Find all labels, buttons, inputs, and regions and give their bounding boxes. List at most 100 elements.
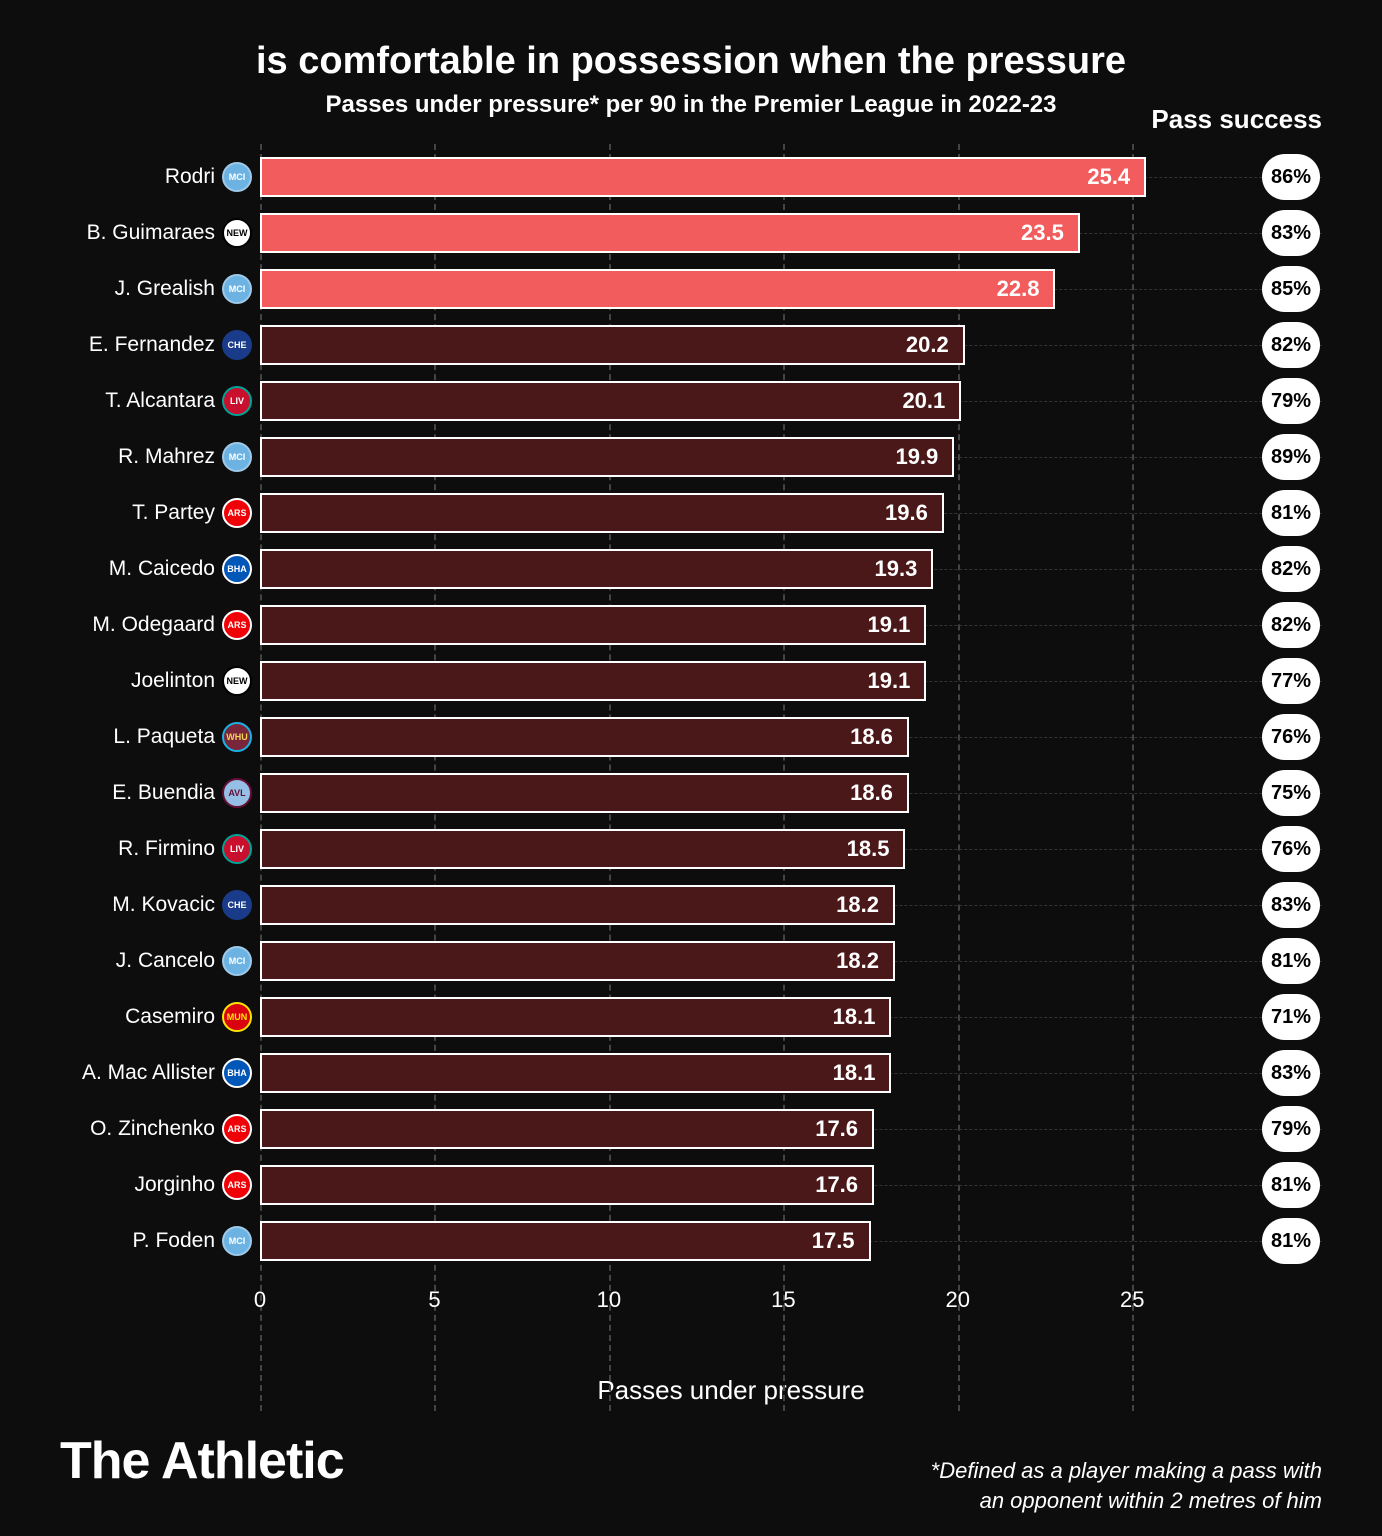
x-tick: 5	[428, 1287, 440, 1313]
bar-row: E. FernandezCHE20.282%	[260, 317, 1202, 373]
player-name: O. Zinchenko	[50, 1117, 215, 1141]
bar: 23.5	[260, 213, 1080, 253]
bar: 18.2	[260, 885, 895, 925]
bar-row: CasemiroMUN18.171%	[260, 989, 1202, 1045]
bar: 17.6	[260, 1165, 874, 1205]
pass-success-pill: 89%	[1262, 434, 1320, 480]
player-name: Joelinton	[50, 669, 215, 693]
team-badge-icon: BHA	[222, 554, 252, 584]
player-name: T. Alcantara	[50, 389, 215, 413]
bar-value: 17.6	[815, 1116, 858, 1142]
player-name: Casemiro	[50, 1005, 215, 1029]
team-badge-icon: CHE	[222, 890, 252, 920]
team-badge-icon: AVL	[222, 778, 252, 808]
team-badge-icon: MCI	[222, 274, 252, 304]
player-name: E. Fernandez	[50, 333, 215, 357]
player-name: L. Paqueta	[50, 725, 215, 749]
bar-row: M. CaicedoBHA19.382%	[260, 541, 1202, 597]
bar-value: 18.2	[836, 948, 879, 974]
pass-success-pill: 82%	[1262, 546, 1320, 592]
chart-area: Pass success RodriMCI25.486%B. Guimaraes…	[260, 149, 1202, 1406]
player-name: Jorginho	[50, 1173, 215, 1197]
bar-rows: RodriMCI25.486%B. GuimaraesNEW23.583%J. …	[260, 149, 1202, 1269]
bar: 18.1	[260, 997, 891, 1037]
brand-logo: The Athletic	[60, 1431, 344, 1491]
player-name: M. Caicedo	[50, 557, 215, 581]
chart-subtitle: Passes under pressure* per 90 in the Pre…	[60, 91, 1322, 119]
bar: 19.6	[260, 493, 944, 533]
bar-row: J. GrealishMCI22.885%	[260, 261, 1202, 317]
bar-row: T. AlcantaraLIV20.179%	[260, 373, 1202, 429]
pass-success-pill: 79%	[1262, 378, 1320, 424]
pass-success-pill: 83%	[1262, 1050, 1320, 1096]
player-name: A. Mac Allister	[50, 1061, 215, 1085]
bar-row: J. CanceloMCI18.281%	[260, 933, 1202, 989]
bar: 18.6	[260, 717, 909, 757]
player-name: M. Odegaard	[50, 613, 215, 637]
x-tick: 10	[597, 1287, 621, 1313]
footnote-line1: *Defined as a player making a pass with	[931, 1458, 1322, 1483]
pass-success-pill: 86%	[1262, 154, 1320, 200]
player-name: R. Firmino	[50, 837, 215, 861]
bar: 22.8	[260, 269, 1055, 309]
bar: 19.9	[260, 437, 954, 477]
pass-success-pill: 81%	[1262, 1162, 1320, 1208]
bar-value: 19.3	[875, 556, 918, 582]
pass-success-pill: 75%	[1262, 770, 1320, 816]
pass-success-pill: 76%	[1262, 714, 1320, 760]
bar-value: 20.2	[906, 332, 949, 358]
bar-row: L. PaquetaWHU18.676%	[260, 709, 1202, 765]
player-name: E. Buendia	[50, 781, 215, 805]
bar-row: T. ParteyARS19.681%	[260, 485, 1202, 541]
bar-row: JorginhoARS17.681%	[260, 1157, 1202, 1213]
team-badge-icon: NEW	[222, 218, 252, 248]
bar-value: 19.1	[868, 668, 911, 694]
bar: 17.6	[260, 1109, 874, 1149]
player-name: R. Mahrez	[50, 445, 215, 469]
bar-value: 19.1	[868, 612, 911, 638]
bar-value: 19.9	[895, 444, 938, 470]
player-name: Rodri	[50, 165, 215, 189]
team-badge-icon: MCI	[222, 442, 252, 472]
x-axis: 0510152025	[260, 1281, 1202, 1331]
pass-success-pill: 82%	[1262, 602, 1320, 648]
team-badge-icon: ARS	[222, 610, 252, 640]
pass-success-pill: 77%	[1262, 658, 1320, 704]
bar-value: 18.1	[833, 1060, 876, 1086]
pass-success-pill: 76%	[1262, 826, 1320, 872]
player-name: J. Grealish	[50, 277, 215, 301]
player-name: P. Foden	[50, 1229, 215, 1253]
bar-row: P. FodenMCI17.581%	[260, 1213, 1202, 1269]
bar: 20.1	[260, 381, 961, 421]
bar-row: M. OdegaardARS19.182%	[260, 597, 1202, 653]
team-badge-icon: LIV	[222, 834, 252, 864]
bar-value: 18.5	[847, 836, 890, 862]
player-name: J. Cancelo	[50, 949, 215, 973]
team-badge-icon: ARS	[222, 498, 252, 528]
bar-row: E. BuendiaAVL18.675%	[260, 765, 1202, 821]
team-badge-icon: MCI	[222, 1226, 252, 1256]
team-badge-icon: ARS	[222, 1170, 252, 1200]
x-tick: 0	[254, 1287, 266, 1313]
pass-success-pill: 71%	[1262, 994, 1320, 1040]
x-tick: 20	[946, 1287, 970, 1313]
bar-row: B. GuimaraesNEW23.583%	[260, 205, 1202, 261]
bar-row: O. ZinchenkoARS17.679%	[260, 1101, 1202, 1157]
player-name: M. Kovacic	[50, 893, 215, 917]
x-tick: 15	[771, 1287, 795, 1313]
x-tick: 25	[1120, 1287, 1144, 1313]
bar: 18.6	[260, 773, 909, 813]
bar: 18.2	[260, 941, 895, 981]
pass-success-pill: 85%	[1262, 266, 1320, 312]
pass-success-header: Pass success	[1151, 104, 1322, 135]
bar-value: 25.4	[1087, 164, 1130, 190]
bar-value: 20.1	[902, 388, 945, 414]
team-badge-icon: MCI	[222, 946, 252, 976]
bar-value: 18.1	[833, 1004, 876, 1030]
pass-success-pill: 83%	[1262, 882, 1320, 928]
bar: 18.1	[260, 1053, 891, 1093]
bar: 20.2	[260, 325, 965, 365]
pass-success-pill: 81%	[1262, 938, 1320, 984]
bar-row: R. MahrezMCI19.989%	[260, 429, 1202, 485]
pass-success-pill: 83%	[1262, 210, 1320, 256]
